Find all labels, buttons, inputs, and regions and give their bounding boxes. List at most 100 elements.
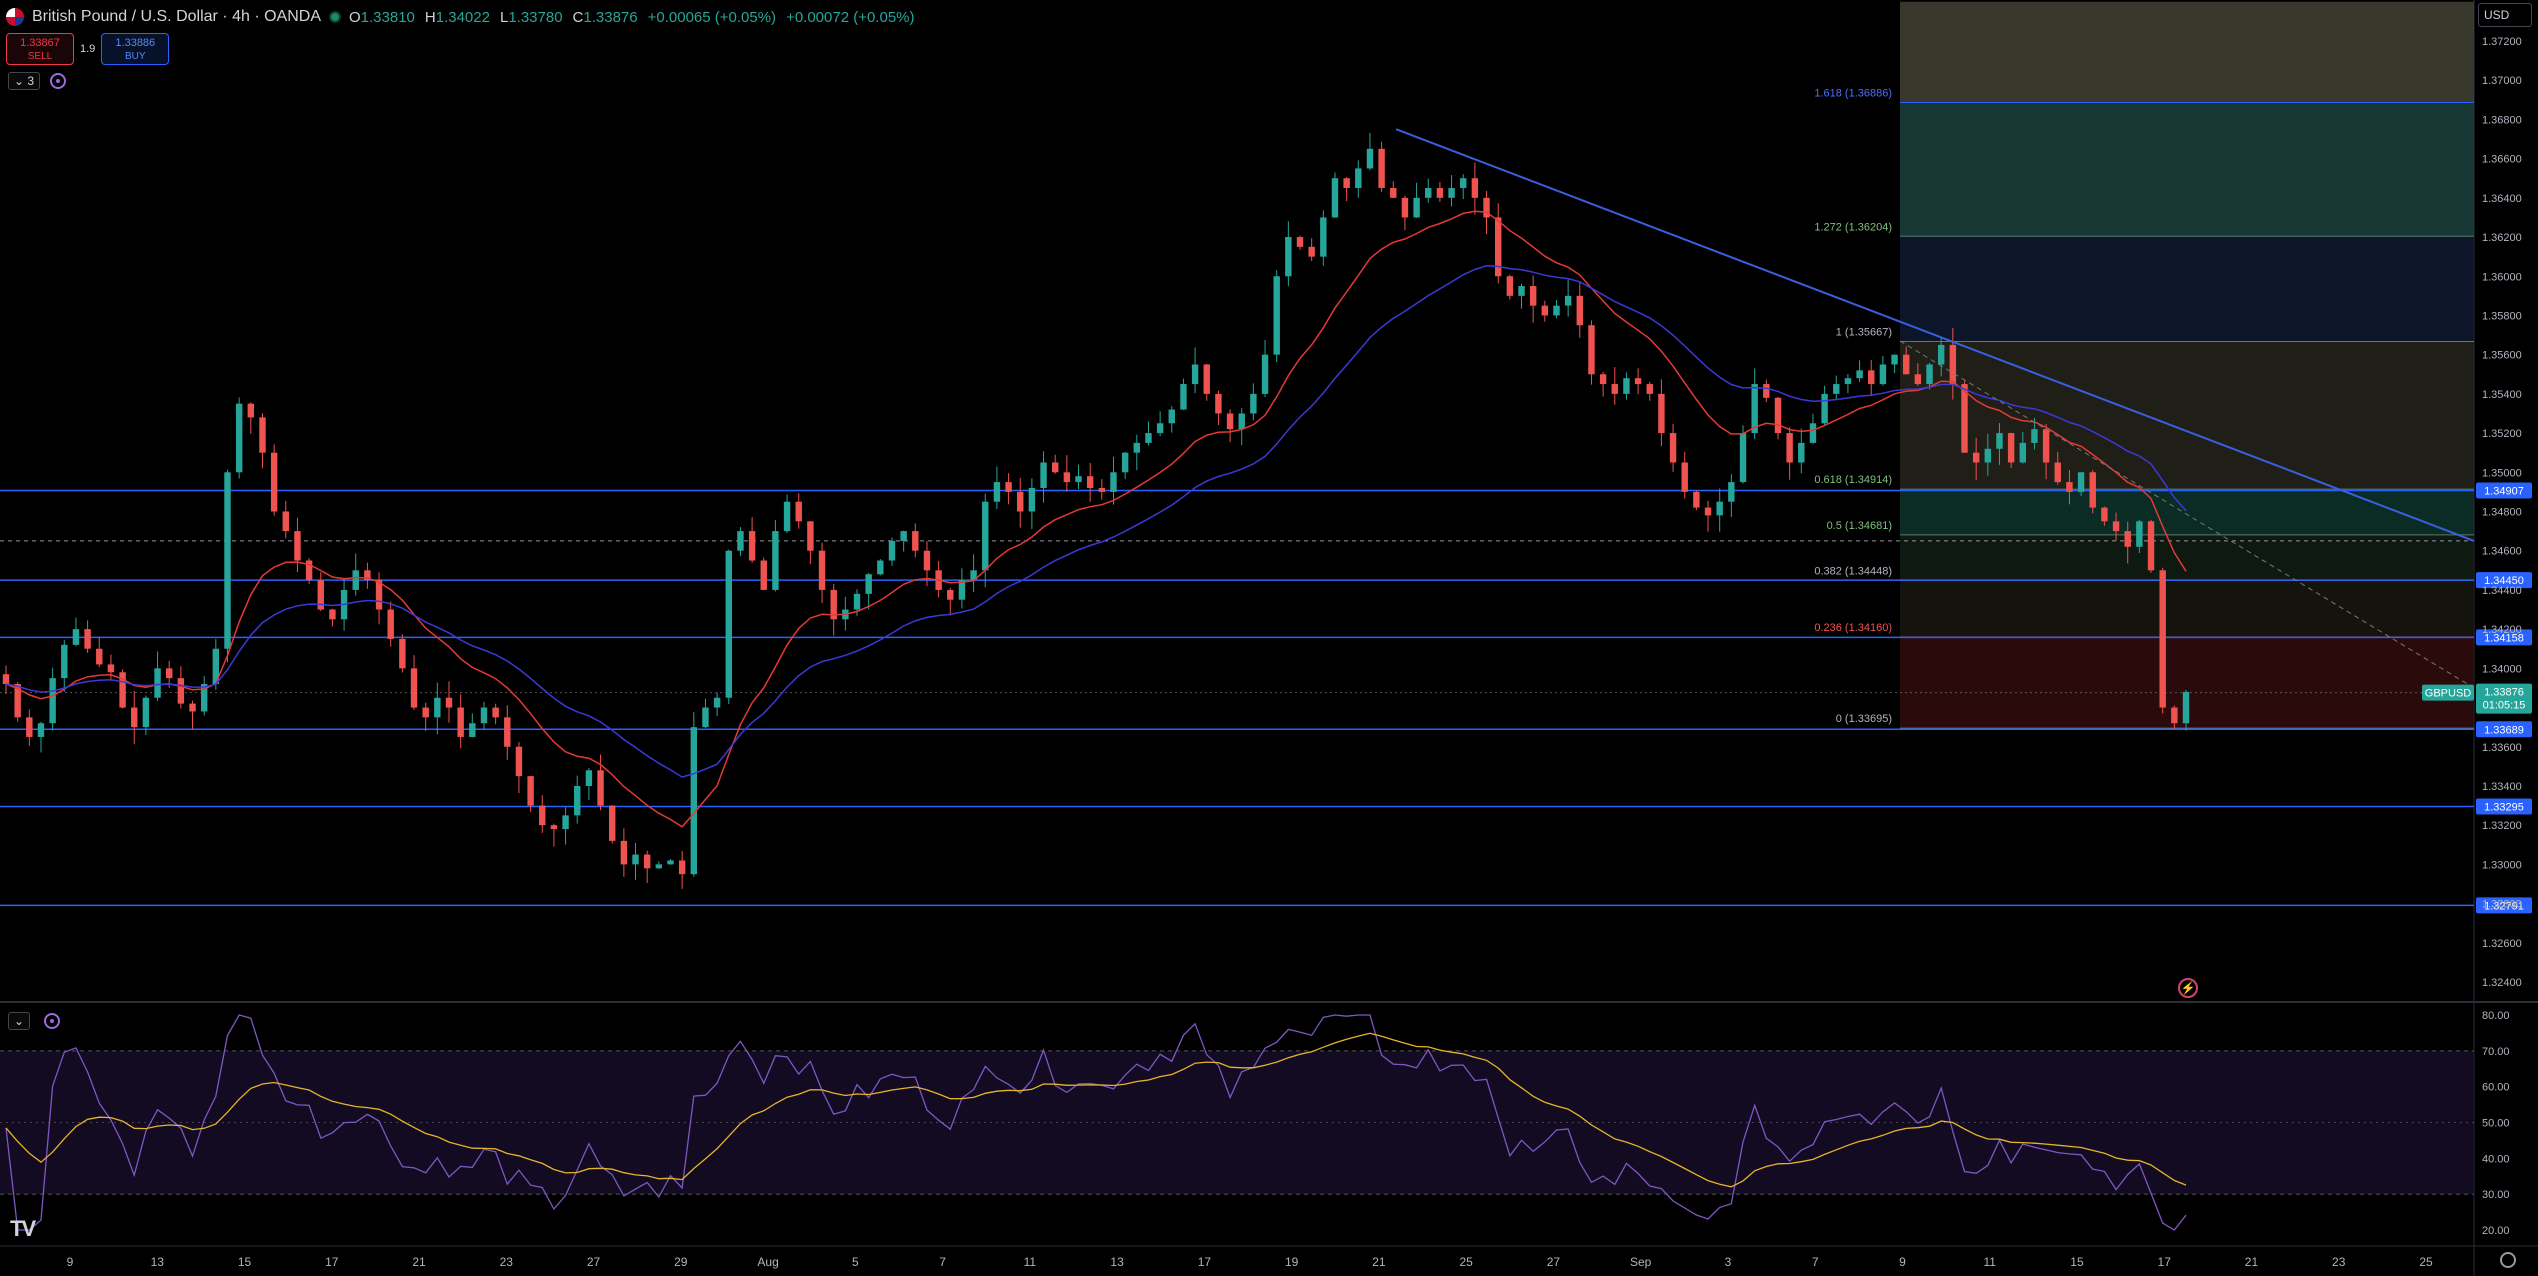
- candle-body: [877, 560, 884, 575]
- price-level-badge: [2476, 721, 2532, 738]
- y-tick-label: 1.34600: [2482, 546, 2522, 558]
- y-tick-label: 1.34800: [2482, 507, 2522, 519]
- candle-body: [259, 417, 266, 453]
- sell-price: 1.33867: [20, 37, 60, 49]
- candle-body: [1518, 286, 1525, 296]
- candle-body: [1669, 433, 1677, 463]
- x-tick-label: 5: [852, 1255, 859, 1269]
- candle-body: [2112, 521, 2120, 532]
- candle-body: [189, 703, 196, 712]
- y-tick-label: 1.33400: [2482, 781, 2522, 793]
- rsi-visibility-icon[interactable]: [44, 1013, 61, 1029]
- rsi-tick-label: 50.00: [2482, 1118, 2510, 1130]
- rsi-tick-label: 70.00: [2482, 1046, 2510, 1058]
- candle-body: [1763, 384, 1770, 398]
- y-tick-label: 1.33200: [2482, 820, 2522, 832]
- candle-body: [620, 840, 628, 865]
- candle-body: [457, 707, 464, 737]
- y-tick-label: 1.35800: [2482, 310, 2522, 322]
- price-level-label: 1.34907: [2484, 486, 2524, 498]
- candle-body: [2159, 570, 2166, 708]
- candle-body: [387, 609, 394, 639]
- symbol-title[interactable]: British Pound / U.S. Dollar · 4h · OANDA: [32, 8, 321, 25]
- indicators-collapse-button[interactable]: ⌄ 3: [8, 72, 41, 90]
- candle-body: [1856, 370, 1863, 379]
- x-tick-label: 25: [2419, 1255, 2433, 1269]
- x-tick-label: 25: [1459, 1255, 1473, 1269]
- sell-button[interactable]: 1.33867 SELL: [6, 33, 74, 65]
- candle-body: [1098, 487, 1106, 492]
- rsi-collapse-button[interactable]: ⌄: [8, 1012, 31, 1030]
- candle-body: [970, 570, 977, 581]
- candle-body: [1063, 472, 1071, 483]
- candle-body: [539, 805, 546, 826]
- fib-zone-5: [1900, 534, 2474, 581]
- candle-body: [166, 668, 173, 679]
- ohlc-low: L1.33780: [500, 9, 565, 26]
- countdown-label: 01:05:15: [2483, 700, 2526, 712]
- candle-body: [574, 785, 581, 816]
- price-change-secondary: +0.00072 (+0.05%): [786, 8, 915, 26]
- y-tick-label: 1.36400: [2482, 193, 2522, 205]
- candle-body: [783, 501, 791, 532]
- x-tick-label: 3: [1725, 1255, 1732, 1269]
- candle-body: [585, 770, 593, 786]
- candle-body: [1926, 364, 1933, 385]
- fib-label-1.272: 1.272 (1.36204): [1814, 221, 1892, 233]
- candle-body: [900, 531, 907, 541]
- candle-body: [2147, 521, 2155, 571]
- candle-body: [947, 589, 954, 600]
- candle-body: [364, 570, 371, 581]
- price-level-label: 1.33689: [2484, 724, 2524, 736]
- y-tick-label: 1.34000: [2482, 663, 2522, 675]
- candle-body: [1238, 413, 1245, 430]
- candle-body: [1191, 364, 1199, 385]
- candle-body: [690, 727, 698, 875]
- candle-body: [224, 472, 231, 649]
- fib-label-1.618: 1.618 (1.36886): [1814, 88, 1892, 100]
- ohlc-low-label: L: [499, 8, 509, 26]
- candle-body: [2182, 691, 2190, 724]
- candle-body: [608, 805, 616, 841]
- candle-body: [247, 403, 255, 418]
- chevron-down-icon: ⌄: [14, 1014, 25, 1028]
- candle-body: [2124, 531, 2131, 547]
- symbol-header: British Pound / U.S. Dollar · 4h · OANDA…: [6, 6, 917, 28]
- gear-icon[interactable]: [2500, 1252, 2516, 1268]
- candle-body: [1751, 384, 1758, 434]
- candle-body: [14, 684, 21, 718]
- y-tick-label: 1.32600: [2482, 938, 2522, 950]
- candle-body: [2136, 521, 2143, 547]
- candle-body: [329, 609, 336, 620]
- candle-body: [1390, 188, 1397, 198]
- candle-body: [923, 550, 931, 571]
- candle-body: [1401, 197, 1409, 218]
- candle-body: [142, 697, 150, 728]
- tradingview-logo-icon[interactable]: TV: [10, 1216, 36, 1241]
- ohlc-high-value: 1.34022: [435, 8, 490, 26]
- candle-body: [1553, 305, 1560, 316]
- candle-body: [1040, 462, 1047, 488]
- candle-body: [1343, 178, 1350, 189]
- candle-body: [1413, 197, 1420, 218]
- candle-body: [2, 674, 10, 685]
- candle-body: [26, 717, 33, 737]
- candle-body: [1809, 423, 1817, 443]
- visibility-icon[interactable]: [50, 73, 67, 89]
- candle-body: [1786, 433, 1793, 463]
- buy-button[interactable]: 1.33886 BUY: [101, 33, 170, 65]
- lightning-alert-icon[interactable]: ⚡: [2178, 978, 2198, 998]
- y-tick-label: 1.33000: [2482, 859, 2522, 871]
- candle-body: [1914, 374, 1922, 385]
- candle-body: [305, 560, 313, 581]
- candle-body: [1250, 393, 1257, 414]
- ema-short-line: [5, 210, 2187, 828]
- y-tick-label: 1.33600: [2482, 742, 2522, 754]
- candle-body: [2171, 707, 2178, 724]
- indicator-toggle-row: ⌄ 3: [8, 72, 67, 90]
- buy-price: 1.33886: [115, 37, 156, 49]
- fib-zone-4: [1900, 489, 2474, 535]
- currency-selector[interactable]: USD: [2478, 3, 2532, 27]
